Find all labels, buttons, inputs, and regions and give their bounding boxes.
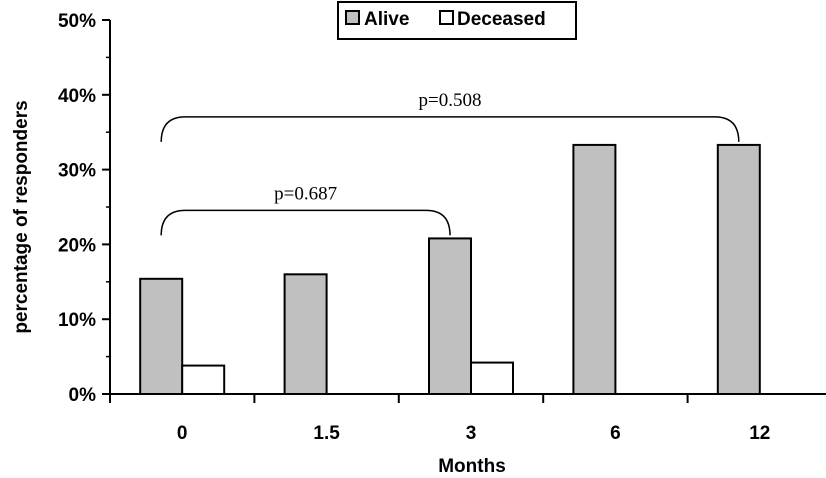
- significance-bracket: [160, 209, 451, 236]
- legend-swatch-deceased: [439, 10, 454, 25]
- x-tick-label: 12: [749, 423, 770, 444]
- p-value-label: p=0.687: [274, 183, 337, 204]
- x-tick-label: 0: [177, 423, 188, 444]
- bar-alive-6: [572, 143, 617, 395]
- x-axis-title: Months: [438, 456, 506, 477]
- bar-deceased-0: [181, 364, 226, 395]
- y-tick-label: 0%: [69, 385, 97, 406]
- bar-deceased-3: [470, 361, 514, 396]
- legend: Alive Deceased: [337, 1, 577, 40]
- y-axis: 0% 10% 20% 30% 40% 50%: [58, 11, 111, 406]
- bars: [139, 143, 761, 396]
- legend-label-deceased: Deceased: [457, 9, 546, 30]
- bar-alive-3: [428, 237, 472, 395]
- y-tick-label: 50%: [58, 11, 96, 32]
- y-tick-label: 20%: [58, 235, 96, 256]
- x-tick-label: 3: [466, 423, 477, 444]
- bar-alive-1.5: [283, 273, 328, 396]
- bar-alive-12: [716, 143, 761, 395]
- y-tick-label: 30%: [58, 161, 96, 182]
- annotations: p=0.687 p=0.508: [160, 90, 740, 236]
- legend-label-alive: Alive: [364, 9, 409, 30]
- legend-box: [337, 1, 577, 40]
- legend-swatch-alive: [345, 10, 360, 25]
- significance-bracket: [160, 116, 740, 142]
- p-value-label: p=0.508: [419, 90, 482, 111]
- bar-alive-0: [139, 277, 184, 396]
- y-tick-label: 40%: [58, 86, 96, 107]
- x-tick-label: 6: [610, 423, 621, 444]
- y-axis-title: percentage of responders: [11, 100, 32, 333]
- x-axis: 0 1.5 3 6 12: [109, 393, 826, 444]
- y-tick-label: 10%: [58, 310, 96, 331]
- x-tick-label: 1.5: [313, 423, 340, 444]
